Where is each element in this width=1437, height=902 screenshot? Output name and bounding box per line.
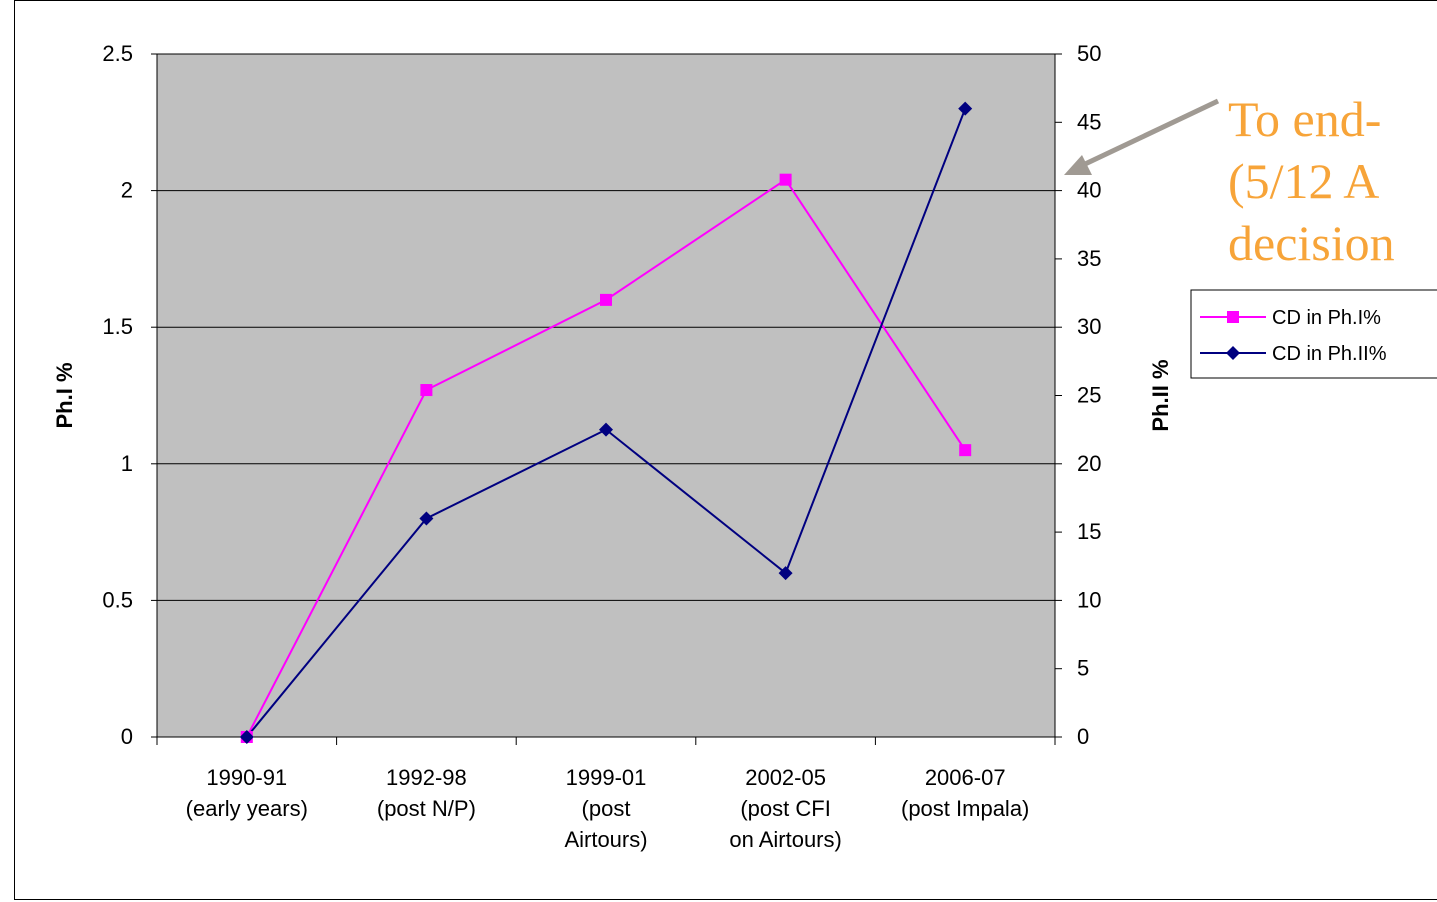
- legend-label: CD in Ph.I%: [1272, 307, 1381, 329]
- y-tick-label: 1.5: [102, 314, 133, 339]
- chart-frame: [14, 0, 1437, 900]
- y2-tick-label: 10: [1077, 587, 1101, 612]
- y-tick-label: 1: [121, 451, 133, 476]
- data-point: [778, 566, 793, 581]
- annotation-line-3: decision: [1228, 215, 1395, 271]
- gridlines: [157, 53, 1055, 601]
- annotation-text: To end- (5/12 A decision: [1228, 88, 1395, 274]
- data-point: [600, 293, 612, 306]
- y-tick-label: 2.5: [102, 41, 133, 66]
- y2-tick-label: 5: [1077, 656, 1089, 681]
- y-tick-label: 0.5: [102, 587, 133, 612]
- y2-tick-label: 40: [1077, 178, 1101, 203]
- y2-axis-title: Ph.II %: [1148, 359, 1173, 431]
- axes: 0 0.5 1 1.5 2 2.5 0 5 10 15 20 25 30 35 40 45 50 1990-91(…: [102, 41, 1101, 852]
- y2-tick-label: 0: [1077, 724, 1089, 749]
- y-axis-title: Ph.I %: [52, 362, 77, 428]
- legend-marker: [1226, 346, 1240, 360]
- y-tick-label: 0: [121, 724, 133, 749]
- data-point: [599, 422, 613, 437]
- data-point: [420, 384, 433, 397]
- y2-tick-label: 30: [1077, 314, 1101, 339]
- data-point: [779, 173, 792, 186]
- legend-label: CD in Ph.II%: [1272, 343, 1387, 365]
- y2-tick-label: 15: [1077, 519, 1101, 544]
- x-tick-label: 2002-05 (post CFI on Airtours): [729, 765, 842, 852]
- data-point: [419, 511, 434, 526]
- legend: CD in Ph.I% CD in Ph.II%: [1190, 289, 1437, 379]
- series-markers: [239, 101, 973, 744]
- y2-tick-label: 25: [1077, 383, 1101, 408]
- y2-tick-label: 50: [1077, 41, 1101, 66]
- x-tick-label: 2006-07 (post Impala): [901, 765, 1029, 821]
- x-tick-label: 1992-98 (post N/P): [377, 765, 476, 821]
- plot-area: [156, 53, 1056, 738]
- data-point: [958, 101, 973, 116]
- y-tick-label: 2: [121, 178, 133, 203]
- y2-tick-label: 45: [1077, 109, 1101, 134]
- arrow-head: [1064, 155, 1092, 175]
- legend-box: [1190, 289, 1437, 379]
- annotation-line-2: (5/12 A: [1228, 153, 1380, 209]
- data-point: [959, 444, 972, 457]
- annotation-arrow: [1064, 98, 1220, 175]
- annotation-line-1: To end-: [1228, 91, 1382, 147]
- x-tick-label: 1990-91 (early years): [186, 765, 308, 821]
- arrow-shaft: [1081, 98, 1220, 168]
- data-point: [239, 730, 254, 744]
- x-tick-label: 1999-01 (post Airtours): [564, 765, 647, 852]
- y2-tick-label: 20: [1077, 451, 1101, 476]
- y2-tick-label: 35: [1077, 246, 1101, 271]
- legend-marker: [1227, 311, 1239, 323]
